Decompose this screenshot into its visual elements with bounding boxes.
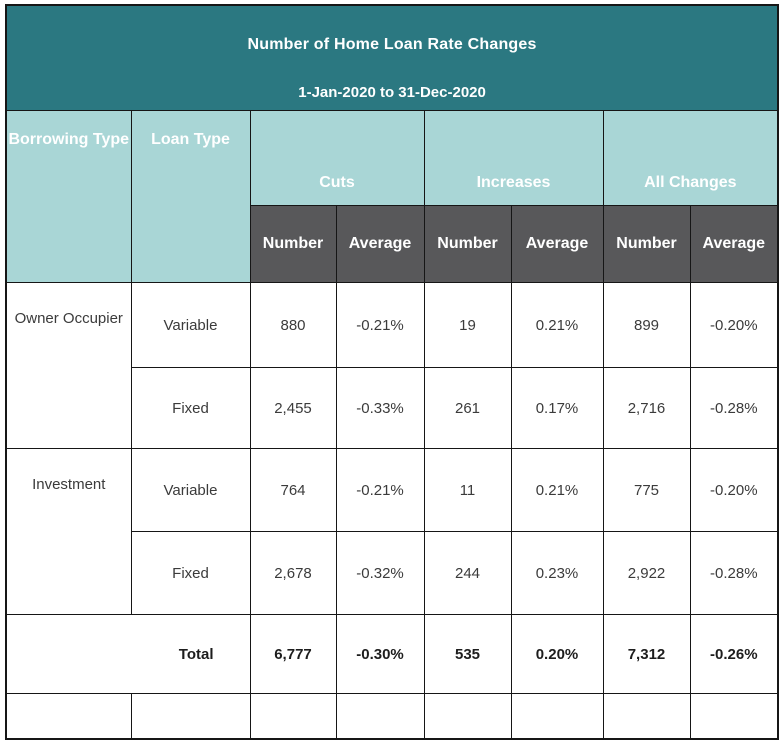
partial-bottom-row bbox=[5, 693, 779, 740]
cell-allchanges-number: 775 bbox=[602, 448, 691, 532]
cell-allchanges-number: 899 bbox=[602, 282, 691, 368]
cell-increases-average: 0.21% bbox=[510, 282, 604, 368]
cell-cuts-average: -0.33% bbox=[335, 367, 425, 449]
total-cuts-average: -0.30% bbox=[335, 614, 425, 694]
empty-cell bbox=[249, 693, 337, 740]
empty-cell bbox=[5, 693, 132, 740]
cell-allchanges-average: -0.28% bbox=[689, 531, 779, 615]
total-row: Total 6,777 -0.30% 535 0.20% 7,312 -0.26… bbox=[5, 614, 779, 694]
cell-loan-type: Fixed bbox=[130, 531, 251, 615]
loan-rate-table: Number of Home Loan Rate Changes 1-Jan-2… bbox=[5, 4, 780, 740]
total-allchanges-average: -0.26% bbox=[689, 614, 779, 694]
cell-allchanges-average: -0.20% bbox=[689, 448, 779, 532]
sub-header-increases-number: Number bbox=[423, 205, 512, 283]
empty-cell bbox=[689, 693, 779, 740]
sub-header-increases-average: Average bbox=[510, 205, 604, 283]
cell-cuts-number: 880 bbox=[249, 282, 337, 368]
group-header-all-changes: All Changes bbox=[602, 110, 779, 206]
cell-allchanges-average: -0.20% bbox=[689, 282, 779, 368]
table-row: Fixed 2,455 -0.33% 261 0.17% 2,716 -0.28… bbox=[6, 367, 779, 449]
cell-cuts-number: 2,678 bbox=[249, 531, 337, 615]
group-header-increases: Increases bbox=[423, 110, 604, 206]
total-cuts-number: 6,777 bbox=[249, 614, 337, 694]
cell-cuts-number: 2,455 bbox=[249, 367, 337, 449]
total-allchanges-number: 7,312 bbox=[602, 614, 691, 694]
cell-increases-number: 19 bbox=[423, 282, 512, 368]
total-increases-number: 535 bbox=[423, 614, 512, 694]
cell-allchanges-average: -0.28% bbox=[689, 367, 779, 449]
empty-cell bbox=[510, 693, 604, 740]
cell-borrowing-investment: Investment bbox=[5, 448, 132, 615]
cell-allchanges-number: 2,716 bbox=[602, 367, 691, 449]
cell-cuts-average: -0.21% bbox=[335, 448, 425, 532]
empty-cell bbox=[130, 693, 251, 740]
table-subtitle: 1-Jan-2020 to 31-Dec-2020 bbox=[298, 84, 486, 101]
cell-increases-average: 0.17% bbox=[510, 367, 604, 449]
group-header-row: Borrowing Type Loan Type Cuts Increases … bbox=[5, 110, 779, 283]
title-banner-inner: Number of Home Loan Rate Changes 1-Jan-2… bbox=[7, 15, 777, 101]
title-row: Number of Home Loan Rate Changes 1-Jan-2… bbox=[5, 4, 779, 111]
empty-cell bbox=[602, 693, 691, 740]
cell-loan-type: Variable bbox=[130, 282, 251, 368]
cell-cuts-average: -0.32% bbox=[335, 531, 425, 615]
cell-increases-average: 0.21% bbox=[510, 448, 604, 532]
cell-increases-number: 261 bbox=[423, 367, 512, 449]
table-row: Owner Occupier Variable 880 -0.21% 19 0.… bbox=[5, 282, 779, 449]
sub-header-cuts-average: Average bbox=[335, 205, 425, 283]
sub-header-cuts-number: Number bbox=[249, 205, 337, 283]
sub-header-allchanges-average: Average bbox=[689, 205, 779, 283]
col-header-borrowing-type: Borrowing Type bbox=[5, 110, 132, 283]
group-header-cuts: Cuts bbox=[249, 110, 425, 206]
sub-header-allchanges-number: Number bbox=[602, 205, 691, 283]
cell-cuts-number: 764 bbox=[249, 448, 337, 532]
title-banner: Number of Home Loan Rate Changes 1-Jan-2… bbox=[5, 4, 779, 111]
cell-loan-type: Fixed bbox=[130, 367, 251, 449]
cell-allchanges-number: 2,922 bbox=[602, 531, 691, 615]
cell-increases-average: 0.23% bbox=[510, 531, 604, 615]
table-row: Fixed 2,678 -0.32% 244 0.23% 2,922 -0.28… bbox=[6, 531, 779, 615]
cell-cuts-average: -0.21% bbox=[335, 282, 425, 368]
cell-increases-number: 244 bbox=[423, 531, 512, 615]
table-title: Number of Home Loan Rate Changes bbox=[247, 36, 537, 53]
total-increases-average: 0.20% bbox=[510, 614, 604, 694]
total-label: Total bbox=[5, 614, 251, 694]
sub-header-row: Number Average Number Average Number Ave… bbox=[6, 205, 779, 283]
cell-increases-number: 11 bbox=[423, 448, 512, 532]
empty-cell bbox=[335, 693, 425, 740]
col-header-loan-type: Loan Type bbox=[130, 110, 251, 283]
table-row: Investment Variable 764 -0.21% 11 0.21% … bbox=[5, 448, 779, 615]
loan-rate-table-container: Number of Home Loan Rate Changes 1-Jan-2… bbox=[5, 4, 780, 740]
cell-loan-type: Variable bbox=[130, 448, 251, 532]
empty-cell bbox=[423, 693, 512, 740]
cell-borrowing-owner-occupier: Owner Occupier bbox=[5, 282, 132, 449]
